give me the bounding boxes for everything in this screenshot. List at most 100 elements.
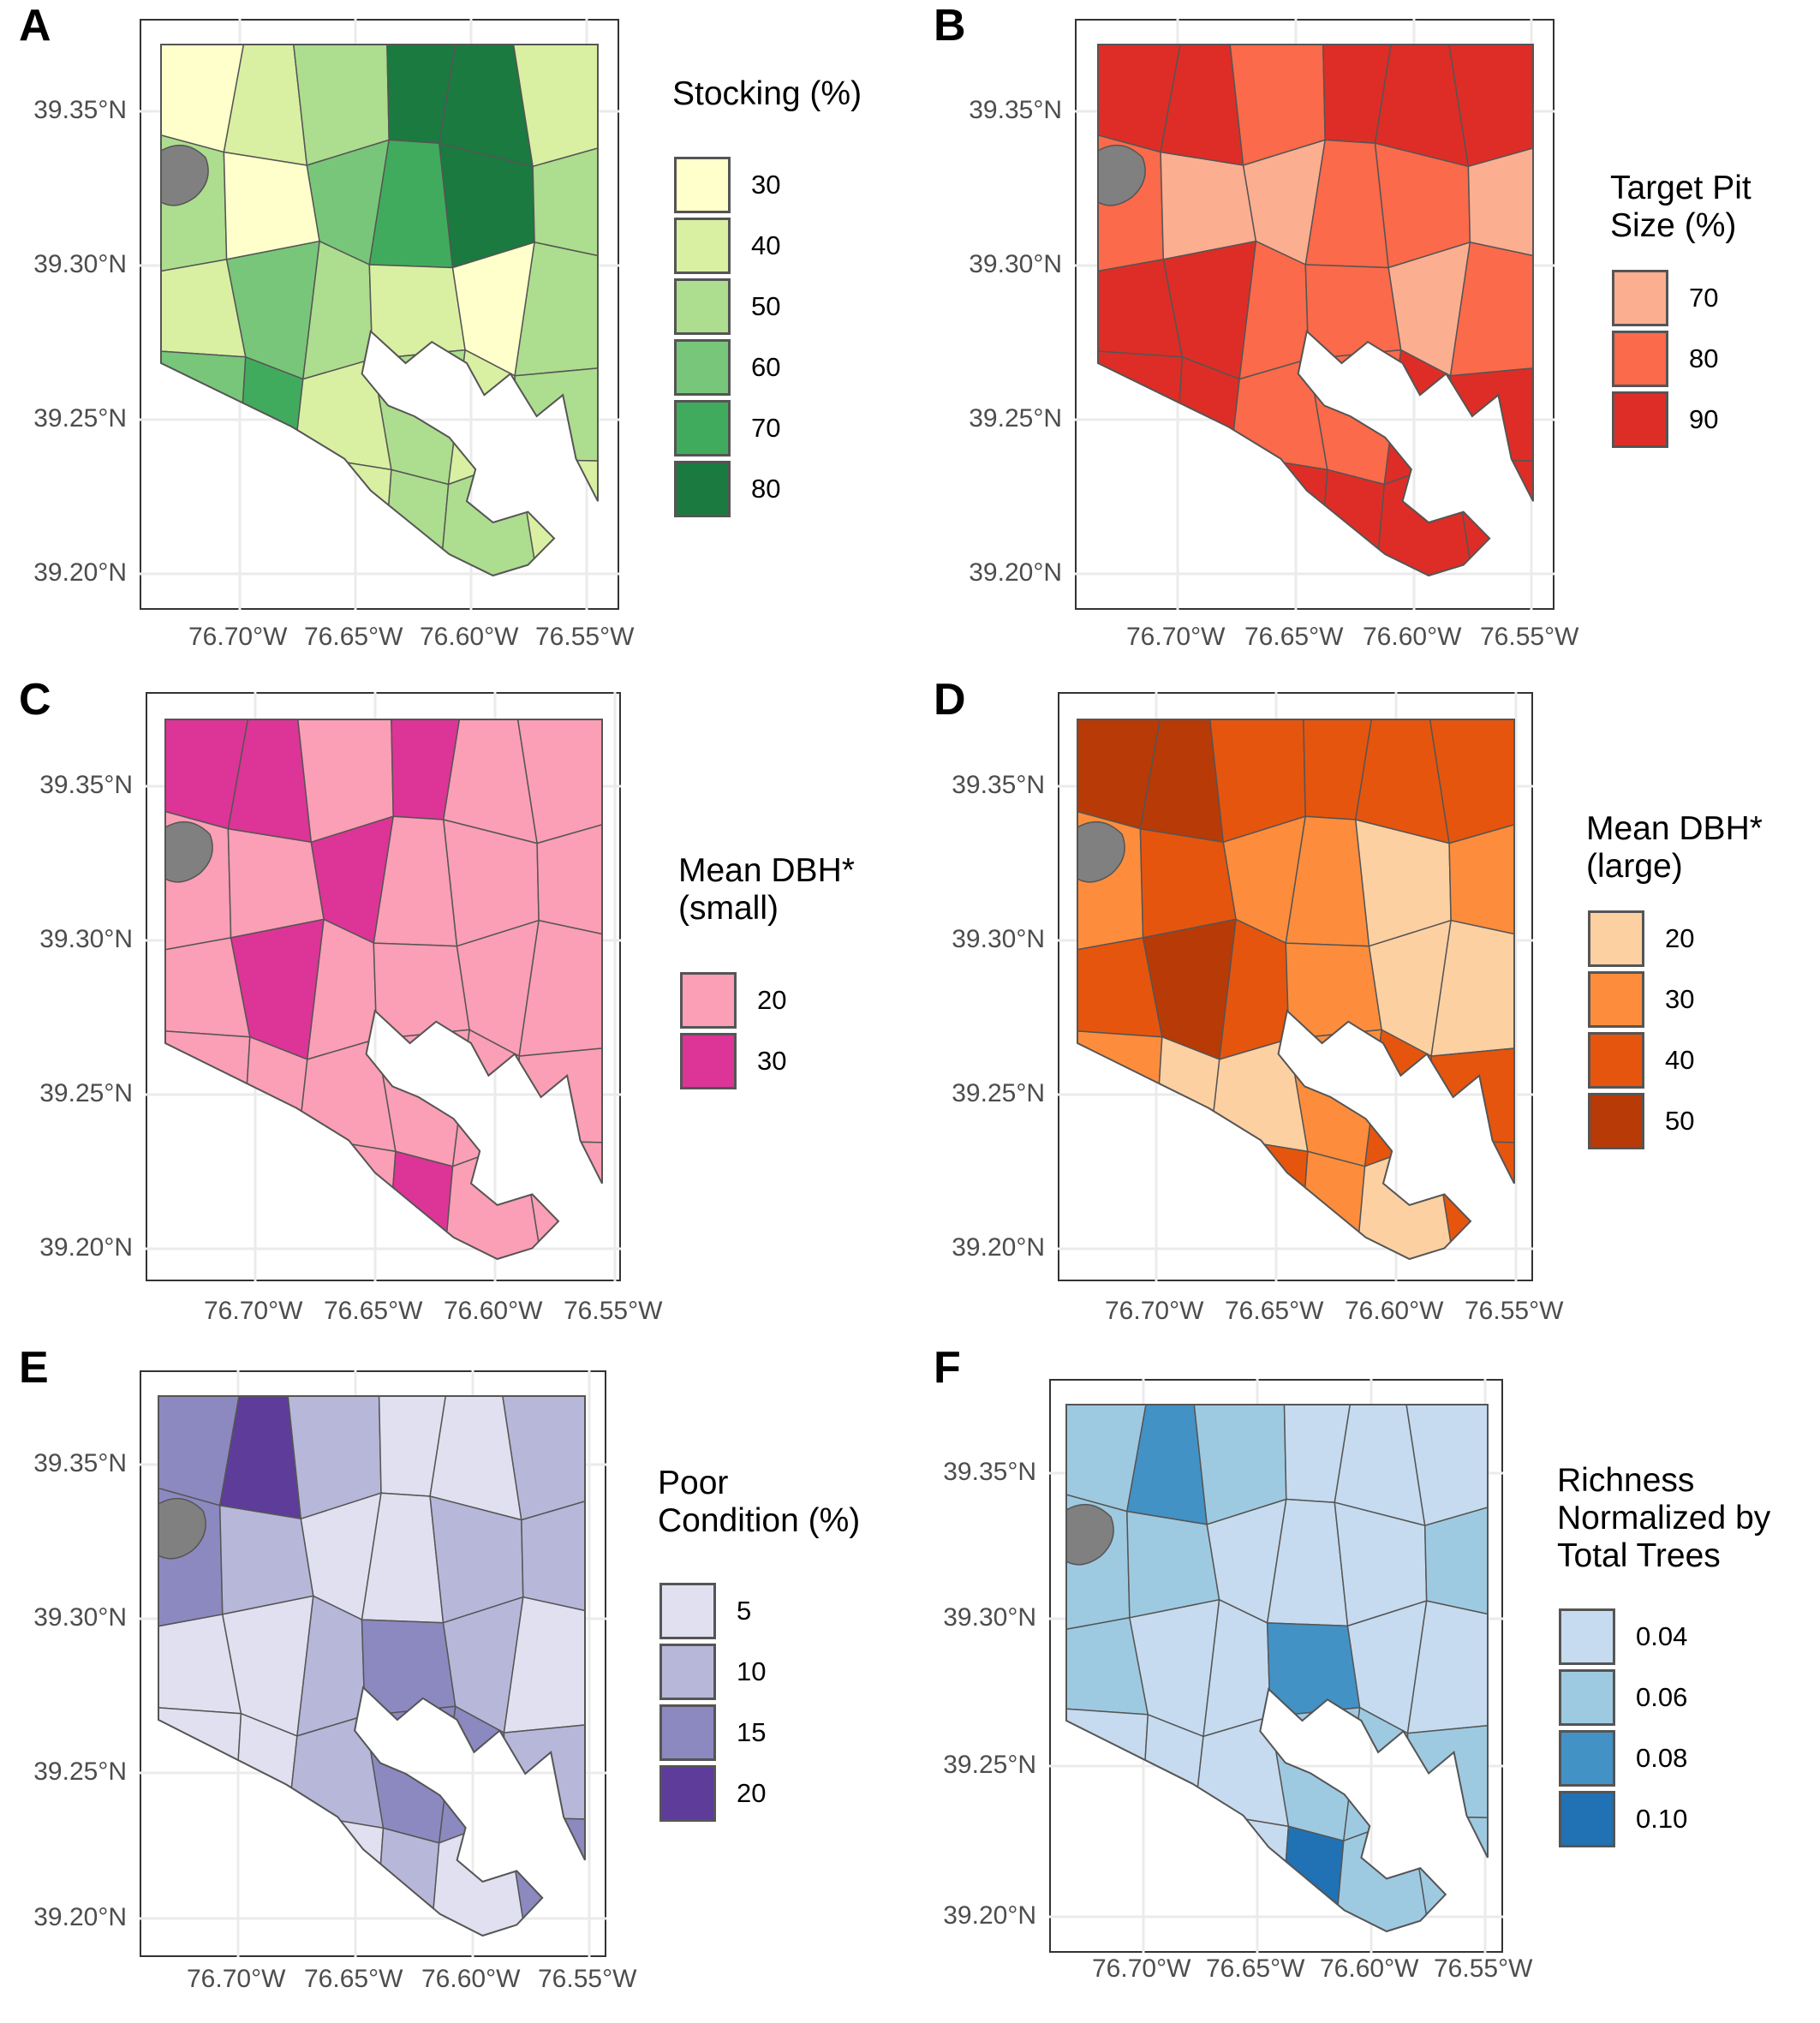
- y-tick-label: 39.30°N: [969, 250, 1062, 278]
- x-tick-label: 76.55°W: [1480, 623, 1579, 651]
- neighborhood-region: [1449, 367, 1533, 462]
- neighborhood-region: [1194, 1810, 1290, 1931]
- neighborhood-region: [516, 719, 602, 844]
- neighborhood-region: [298, 1135, 397, 1259]
- x-tick-label: 76.65°W: [324, 1297, 423, 1325]
- neighborhood-region: [288, 1811, 385, 1936]
- neighborhood-region: [223, 151, 320, 260]
- neighborhood-region: [373, 942, 470, 1040]
- neighborhood-region: [361, 1619, 456, 1716]
- x-tick-label: 76.60°W: [1345, 1297, 1444, 1325]
- y-tick-label: 39.20°N: [39, 1233, 133, 1262]
- legend-key: [674, 218, 731, 274]
- neighborhood-region: [1123, 1810, 1214, 1931]
- legend-key: [1612, 391, 1668, 448]
- x-tick-label: 76.55°W: [538, 1965, 637, 1993]
- neighborhood-region: [1429, 719, 1514, 844]
- y-tick-label: 39.25°N: [33, 404, 127, 433]
- neighborhood-region: [1160, 151, 1257, 260]
- y-tick-label: 39.25°N: [952, 1079, 1045, 1107]
- neighborhood-region: [1266, 1622, 1361, 1718]
- legend-key: [1612, 331, 1668, 387]
- x-tick-label: 76.60°W: [1363, 623, 1462, 651]
- legend-key: [674, 157, 731, 213]
- neighborhood-regions: [1098, 45, 1533, 576]
- legend-key: [674, 400, 731, 457]
- neighborhood-regions: [161, 45, 598, 576]
- neighborhood-region: [165, 1030, 251, 1161]
- x-tick-label: 76.70°W: [187, 1965, 286, 1993]
- x-tick-label: 76.55°W: [564, 1297, 663, 1325]
- y-tick-label: 39.30°N: [33, 250, 127, 278]
- legend-key: [1559, 1730, 1615, 1787]
- x-tick-label: 76.70°W: [1092, 1954, 1191, 1983]
- legend-key: [1559, 1608, 1615, 1665]
- legend-key: [674, 278, 731, 335]
- neighborhood-region: [1066, 1708, 1149, 1836]
- neighborhood-region: [1156, 453, 1250, 576]
- y-tick-label: 39.35°N: [952, 771, 1045, 799]
- legend-title: Mean DBH* (small): [678, 852, 855, 927]
- neighborhood-region: [514, 242, 598, 377]
- neighborhood-region: [1098, 477, 1176, 576]
- legend-title: Mean DBH* (large): [1586, 810, 1763, 885]
- legend-label: 5: [737, 1596, 752, 1626]
- legend-label: 70: [1689, 283, 1719, 313]
- neighborhood-region: [232, 1712, 298, 1839]
- x-tick-label: 76.65°W: [1206, 1954, 1305, 1983]
- city-boundary: [164, 719, 603, 1261]
- city-boundary: [158, 1395, 586, 1937]
- neighborhood-region: [512, 45, 598, 168]
- map-panel-d: [1058, 692, 1533, 1281]
- x-tick-label: 76.60°W: [420, 623, 519, 651]
- neighborhood-region: [1077, 1030, 1163, 1161]
- y-tick-label: 39.35°N: [39, 771, 133, 799]
- neighborhood-region: [220, 453, 314, 576]
- x-tick-label: 76.55°W: [535, 623, 635, 651]
- legend-key: [680, 1033, 737, 1089]
- neighborhood-region: [1098, 350, 1184, 480]
- neighborhood-region: [368, 264, 466, 361]
- legend-key: [1612, 270, 1668, 326]
- neighborhood-region: [165, 1159, 243, 1259]
- legend-label: 70: [751, 413, 781, 443]
- city-boundary: [1077, 719, 1515, 1261]
- neighborhood-regions: [158, 1396, 585, 1936]
- y-tick-label: 39.35°N: [943, 1458, 1036, 1486]
- legend-label: 30: [1665, 984, 1695, 1014]
- no-data-region: [1077, 821, 1125, 883]
- legend-key: [659, 1765, 716, 1822]
- legend-title: Poor Condition (%): [658, 1465, 861, 1539]
- neighborhood-region: [216, 1811, 308, 1936]
- y-tick-label: 39.35°N: [33, 1449, 127, 1477]
- y-tick-label: 39.30°N: [33, 1603, 127, 1632]
- neighborhood-region: [218, 1504, 314, 1615]
- neighborhood-region: [237, 355, 304, 480]
- legend-label: 90: [1689, 404, 1719, 434]
- panel-letter: D: [934, 675, 966, 725]
- neighborhood-region: [521, 1500, 585, 1612]
- neighborhood-region: [294, 453, 392, 576]
- neighborhood-region: [1139, 1713, 1204, 1837]
- neighborhood-region: [1126, 1510, 1220, 1619]
- legend-label: 10: [737, 1656, 767, 1686]
- legend-label: 0.06: [1636, 1682, 1688, 1712]
- neighborhood-region: [227, 827, 325, 939]
- map-panel-f: [1049, 1379, 1503, 1953]
- neighborhood-region: [1137, 1134, 1231, 1259]
- neighborhood-region: [1448, 823, 1514, 935]
- y-tick-label: 39.25°N: [39, 1079, 133, 1107]
- neighborhood-region: [1077, 1159, 1155, 1259]
- y-tick-label: 39.20°N: [33, 558, 127, 587]
- y-tick-label: 39.30°N: [943, 1603, 1036, 1632]
- y-tick-label: 39.35°N: [969, 96, 1062, 124]
- neighborhood-region: [1318, 468, 1386, 576]
- neighborhood-region: [386, 1150, 454, 1259]
- legend-title: Target Pit Size (%): [1610, 170, 1751, 244]
- legend-title: Stocking (%): [672, 75, 862, 112]
- legend-key: [680, 972, 737, 1029]
- no-data-region: [1098, 144, 1146, 206]
- legend-label: 60: [751, 352, 781, 382]
- neighborhood-region: [1210, 1135, 1309, 1259]
- x-tick-label: 76.70°W: [188, 623, 288, 651]
